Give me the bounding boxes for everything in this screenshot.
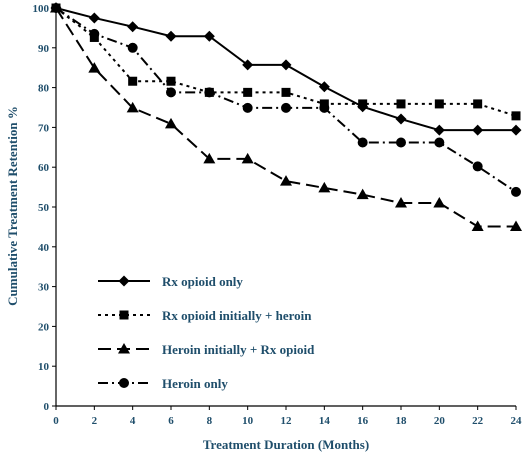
x-tick-label: 22 <box>472 415 484 427</box>
data-point <box>166 87 176 98</box>
data-point <box>165 117 177 129</box>
y-axis-title: Cumulative Treatment Retention % <box>5 106 20 306</box>
y-tick-label: 30 <box>38 282 50 294</box>
legend-item: Rx opioid initially + heroin <box>98 308 312 323</box>
data-point <box>511 186 521 197</box>
data-point <box>128 76 138 86</box>
data-point <box>88 12 100 24</box>
y-tick-label: 20 <box>38 321 50 333</box>
data-point <box>89 28 100 39</box>
data-point <box>280 59 292 71</box>
legend-label: Rx opioid initially + heroin <box>162 308 312 323</box>
data-point <box>242 102 253 113</box>
data-point <box>472 161 483 172</box>
data-point <box>510 124 522 136</box>
x-tick-label: 16 <box>357 415 369 427</box>
data-point <box>318 181 331 193</box>
data-point <box>396 99 406 109</box>
y-tick-label: 0 <box>44 401 50 413</box>
data-point <box>433 124 445 136</box>
data-point <box>165 30 177 42</box>
legend-marker <box>119 378 129 388</box>
data-point <box>127 42 138 53</box>
y-tick-label: 60 <box>38 162 50 174</box>
data-point <box>203 30 215 42</box>
x-tick-label: 18 <box>396 415 408 427</box>
data-point <box>510 220 522 232</box>
legend-item: Rx opioid only <box>98 274 243 289</box>
legend-item: Heroin initially + Rx opioid <box>98 342 315 357</box>
data-point <box>471 220 484 232</box>
data-point <box>319 102 330 113</box>
series-line <box>55 7 516 228</box>
legend-marker <box>119 310 129 320</box>
y-tick-label: 70 <box>38 122 50 134</box>
data-point <box>166 76 176 86</box>
data-point <box>281 87 291 97</box>
data-point <box>434 137 445 148</box>
data-point <box>241 152 254 164</box>
data-point <box>358 99 368 109</box>
data-point <box>511 111 521 121</box>
data-point <box>396 137 406 148</box>
data-point <box>88 62 101 73</box>
data-point <box>433 197 446 208</box>
legend-marker <box>118 275 130 287</box>
data-point <box>280 175 292 186</box>
x-tick-label: 20 <box>434 415 446 427</box>
x-tick-label: 8 <box>207 415 213 427</box>
y-tick-label: 40 <box>38 242 50 254</box>
x-tick-label: 12 <box>281 415 293 427</box>
x-tick-label: 6 <box>168 415 174 427</box>
x-tick-label: 4 <box>130 415 136 427</box>
data-point <box>204 87 215 98</box>
data-point <box>243 87 253 97</box>
data-point <box>51 3 61 13</box>
legend-label: Rx opioid only <box>162 274 243 289</box>
legend: Rx opioid only Rx opioid initially + hero… <box>98 274 315 391</box>
y-tick-label: 50 <box>38 202 50 214</box>
data-point <box>473 99 483 109</box>
legend-label: Heroin initially + Rx opioid <box>162 342 315 357</box>
data-point <box>356 188 369 200</box>
series-4 <box>51 3 521 197</box>
data-point <box>395 113 407 125</box>
data-point <box>126 101 139 113</box>
data-point <box>127 21 139 33</box>
data-point <box>395 197 407 208</box>
y-tick-label: 100 <box>33 3 50 15</box>
data-point <box>281 102 291 113</box>
y-tick-label: 90 <box>38 43 50 55</box>
data-point <box>242 59 254 71</box>
y-tick-label: 10 <box>38 361 50 373</box>
x-tick-label: 0 <box>53 415 59 427</box>
x-tick-label: 2 <box>92 415 98 427</box>
y-tick-label: 80 <box>38 83 50 95</box>
data-point <box>434 99 444 109</box>
legend-marker <box>118 343 130 354</box>
legend-label: Heroin only <box>162 376 228 391</box>
x-tick-label: 10 <box>242 415 254 427</box>
data-point <box>203 152 216 164</box>
series-1 <box>50 2 522 136</box>
series-3 <box>50 2 522 232</box>
data-point <box>472 124 484 136</box>
data-point <box>318 81 330 93</box>
x-tick-label: 14 <box>319 415 331 427</box>
series-layer <box>50 2 522 232</box>
data-point <box>357 137 368 148</box>
x-axis-title: Treatment Duration (Months) <box>203 437 369 452</box>
legend-item: Heroin only <box>98 376 228 391</box>
x-tick-label: 24 <box>511 415 523 427</box>
